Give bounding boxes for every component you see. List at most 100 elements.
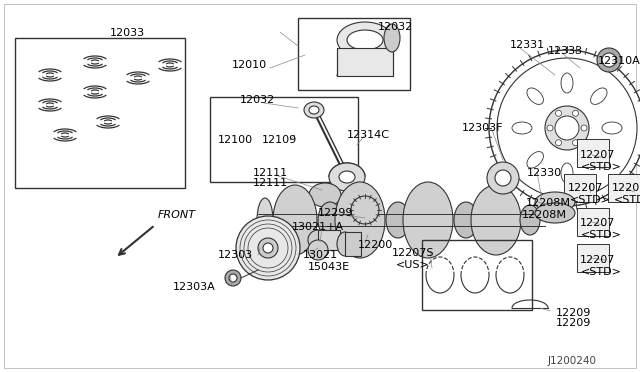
Ellipse shape [581, 125, 587, 131]
Text: 12314C: 12314C [347, 130, 390, 140]
Text: 12207: 12207 [580, 218, 616, 228]
Text: 12207: 12207 [568, 183, 604, 193]
Ellipse shape [258, 238, 278, 258]
Ellipse shape [337, 22, 393, 58]
Bar [564, 174, 596, 202]
Bar [608, 174, 640, 202]
Ellipse shape [602, 122, 622, 134]
Ellipse shape [489, 50, 640, 206]
Text: 13021+A: 13021+A [292, 222, 344, 232]
Text: 12303F: 12303F [462, 123, 504, 133]
Ellipse shape [335, 182, 385, 258]
Bar [318, 230, 340, 250]
Text: 12209: 12209 [556, 318, 591, 328]
Text: 12207: 12207 [580, 150, 616, 160]
Ellipse shape [591, 88, 607, 105]
Bar [345, 232, 361, 256]
Bar [337, 48, 393, 76]
Ellipse shape [339, 171, 355, 183]
Ellipse shape [487, 162, 519, 194]
Text: 12303A: 12303A [173, 282, 216, 292]
Text: FRONT: FRONT [158, 210, 196, 220]
Ellipse shape [236, 216, 300, 280]
Ellipse shape [527, 88, 543, 105]
Ellipse shape [454, 202, 478, 238]
Ellipse shape [304, 102, 324, 118]
Ellipse shape [257, 198, 273, 242]
Ellipse shape [229, 274, 237, 282]
Ellipse shape [535, 203, 575, 223]
Bar [422, 240, 532, 310]
Text: <STD>: <STD> [614, 195, 640, 205]
Ellipse shape [545, 106, 589, 150]
Ellipse shape [597, 48, 621, 72]
Ellipse shape [520, 205, 540, 235]
Ellipse shape [556, 140, 561, 146]
Ellipse shape [547, 125, 553, 131]
Ellipse shape [573, 110, 579, 116]
Text: 12299: 12299 [318, 208, 353, 218]
Text: 12331: 12331 [510, 40, 545, 50]
Text: 12303: 12303 [218, 250, 253, 260]
Text: 12109: 12109 [262, 135, 297, 145]
Ellipse shape [512, 122, 532, 134]
Ellipse shape [309, 106, 319, 114]
Text: 12333: 12333 [548, 46, 583, 56]
Ellipse shape [384, 24, 400, 52]
Ellipse shape [263, 243, 273, 253]
Text: 12310A: 12310A [598, 56, 640, 66]
Bar [298, 18, 410, 90]
Ellipse shape [225, 270, 241, 286]
Ellipse shape [403, 182, 453, 258]
Bar [210, 97, 358, 182]
Ellipse shape [308, 230, 328, 250]
Text: 12207: 12207 [612, 183, 640, 193]
Ellipse shape [555, 116, 579, 140]
Text: 12209: 12209 [556, 308, 591, 318]
Ellipse shape [309, 183, 341, 207]
Text: 12111: 12111 [253, 168, 288, 178]
Ellipse shape [535, 192, 575, 212]
Text: 15043E: 15043E [308, 262, 350, 272]
Text: 12207: 12207 [580, 255, 616, 265]
Text: 12033: 12033 [110, 28, 145, 38]
Ellipse shape [471, 185, 521, 255]
Ellipse shape [351, 196, 379, 224]
Ellipse shape [573, 140, 579, 146]
Ellipse shape [329, 163, 365, 191]
Text: 12032: 12032 [378, 22, 413, 32]
Bar [577, 139, 609, 167]
Text: <STD>: <STD> [581, 230, 622, 240]
Ellipse shape [527, 151, 543, 168]
Bar [577, 208, 609, 236]
Text: <STD>: <STD> [581, 162, 622, 172]
Text: 13021: 13021 [303, 250, 338, 260]
Text: 12208M: 12208M [522, 210, 567, 220]
Text: 12111: 12111 [253, 178, 288, 188]
Ellipse shape [591, 151, 607, 168]
Text: 12200: 12200 [358, 240, 393, 250]
Ellipse shape [273, 185, 317, 255]
Ellipse shape [497, 58, 637, 198]
Bar [15, 38, 185, 188]
Text: <STD>: <STD> [570, 195, 611, 205]
Bar [577, 244, 609, 272]
Ellipse shape [602, 53, 616, 67]
Ellipse shape [495, 170, 511, 186]
Text: J1200240: J1200240 [548, 356, 597, 366]
Ellipse shape [308, 240, 328, 260]
Ellipse shape [561, 73, 573, 93]
Text: 12207S: 12207S [392, 248, 435, 258]
Ellipse shape [386, 202, 410, 238]
Ellipse shape [561, 163, 573, 183]
Text: 12010: 12010 [232, 60, 267, 70]
Text: <US>: <US> [396, 260, 429, 270]
Ellipse shape [318, 202, 342, 238]
Text: 12208M: 12208M [526, 198, 571, 208]
Ellipse shape [347, 30, 383, 50]
Ellipse shape [337, 232, 353, 256]
Text: 12100: 12100 [218, 135, 253, 145]
Text: <STD>: <STD> [581, 267, 622, 277]
Ellipse shape [556, 110, 561, 116]
Text: 12032: 12032 [240, 95, 275, 105]
